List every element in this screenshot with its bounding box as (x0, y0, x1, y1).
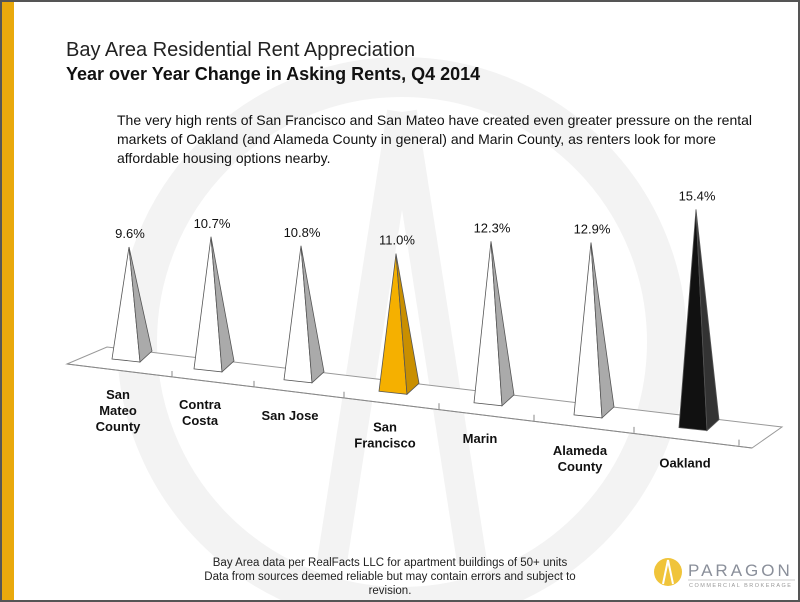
data-label: 10.8% (284, 225, 321, 240)
svg-text:PARAGON: PARAGON (688, 561, 793, 580)
pyramid-bar (193, 236, 235, 373)
data-label: 15.4% (679, 188, 716, 203)
chart-title: Bay Area Residential Rent Appreciation (66, 39, 416, 61)
pyramid-bar (283, 245, 325, 384)
category-label: Marin (463, 431, 498, 446)
category-label: Oakland (659, 456, 710, 471)
data-label: 11.0% (379, 233, 415, 248)
pyramid-bar (678, 209, 720, 432)
pyramid-side-face (590, 242, 615, 419)
pyramid-side-face (695, 209, 720, 432)
category-label: San Jose (261, 408, 318, 423)
pyramid-side-face (128, 246, 153, 363)
pyramid-side-face (210, 236, 235, 373)
pyramid-bar (573, 242, 615, 419)
data-label: 10.7% (194, 216, 231, 231)
pyramid-side-face (300, 245, 325, 384)
pyramid-bar (473, 241, 515, 407)
chart-floor (65, 346, 784, 449)
data-label: 12.3% (474, 220, 511, 235)
category-label: San Francisco (354, 419, 415, 450)
pyramid-side-face (395, 253, 420, 396)
data-label: 9.6% (115, 226, 145, 241)
paragon-logo: PARAGON COMMERCIAL BROKERAGE (652, 554, 797, 595)
pyramid-bar (378, 253, 420, 396)
accent-bar (2, 2, 14, 600)
category-label: Alameda County (553, 443, 608, 474)
category-label: Contra Costa (179, 397, 222, 428)
footnote: Bay Area data per RealFacts LLC for apar… (204, 557, 576, 597)
description: The very high rents of San Francisco and… (117, 112, 753, 166)
chart-subtitle: Year over Year Change in Asking Rents, Q… (66, 64, 481, 84)
pyramid-side-face (490, 241, 515, 407)
pyramid-bar (111, 246, 153, 363)
category-label: San Mateo County (96, 387, 142, 434)
x-axis (66, 363, 753, 449)
svg-text:COMMERCIAL BROKERAGE: COMMERCIAL BROKERAGE (689, 583, 792, 589)
data-label: 12.9% (574, 222, 611, 237)
